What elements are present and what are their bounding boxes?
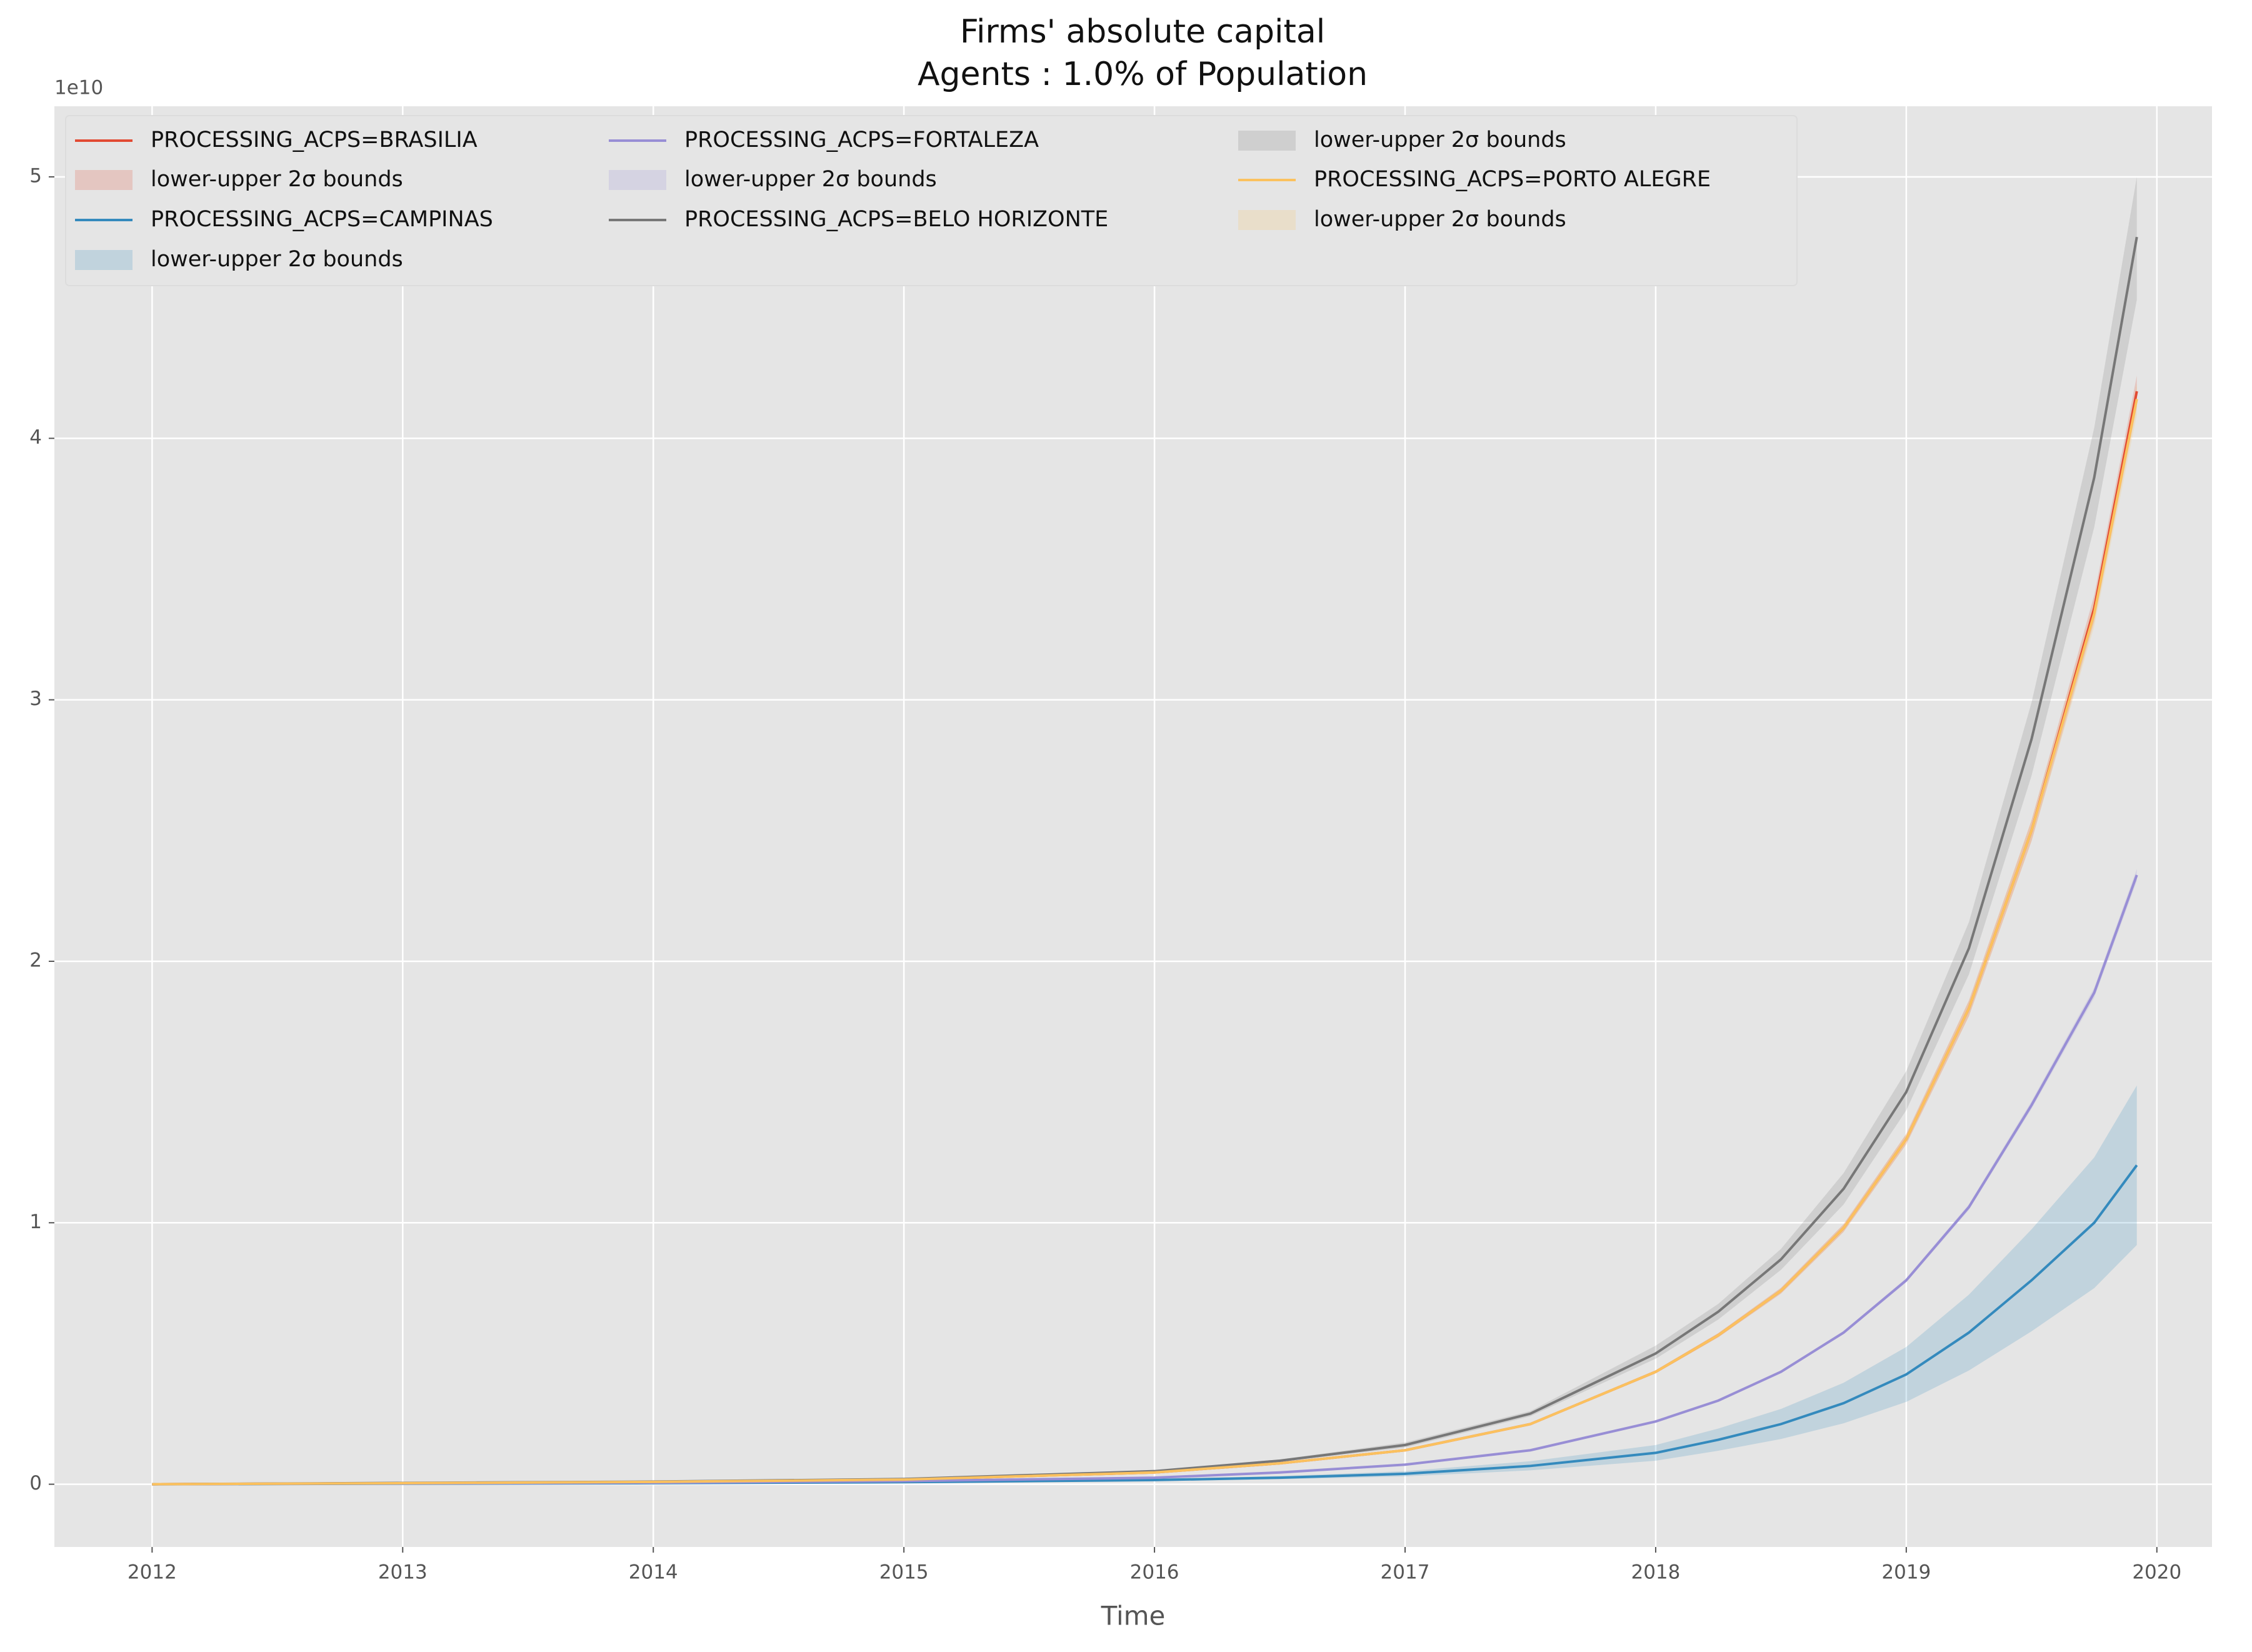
legend-swatch — [1238, 131, 1296, 151]
grid — [54, 106, 2212, 1547]
legend-label: PROCESSING_ACPS=PORTO ALEGRE — [1314, 167, 1711, 192]
legend-label: PROCESSING_ACPS=FORTALEZA — [684, 128, 1039, 153]
series-line — [152, 874, 2138, 1486]
legend: PROCESSING_ACPS=BRASILIA lower-upper 2σ b… — [65, 115, 1798, 286]
y-tick-label: 5 — [29, 164, 42, 187]
x-tick-label: 2020 — [2132, 1561, 2181, 1584]
legend-swatch — [75, 170, 133, 190]
legend-box — [65, 115, 1798, 286]
y-tick-label: 4 — [29, 426, 42, 449]
legend-swatch — [1238, 210, 1296, 230]
legend-label: lower-upper 2σ bounds — [151, 247, 403, 272]
y-tick-label: 1 — [29, 1211, 42, 1233]
x-tick-label: 2018 — [1631, 1561, 1680, 1584]
x-tick-label: 2012 — [128, 1561, 177, 1584]
legend-swatch — [75, 250, 133, 270]
legend-label: PROCESSING_ACPS=CAMPINAS — [151, 207, 493, 232]
x-tick-label: 2019 — [1881, 1561, 1931, 1584]
x-axis-label: Time — [1101, 1601, 1166, 1631]
y-tick-label: 2 — [29, 949, 42, 971]
x-tick-label: 2014 — [629, 1561, 678, 1584]
chart-subtitle: Agents : 1.0% of Population — [918, 56, 1368, 93]
lines — [152, 236, 2138, 1486]
x-tick-label: 2016 — [1130, 1561, 1179, 1584]
y-offset-label: 1e10 — [54, 77, 103, 99]
legend-label: lower-upper 2σ bounds — [1314, 207, 1566, 232]
x-tick-label: 2015 — [879, 1561, 929, 1584]
legend-label: PROCESSING_ACPS=BELO HORIZONTE — [684, 207, 1108, 232]
x-tick-label: 2017 — [1381, 1561, 1430, 1584]
legend-label: lower-upper 2σ bounds — [151, 167, 403, 192]
series-line — [152, 399, 2138, 1486]
axes: 2012 2013 2014 2015 2016 2017 2018 2019 2020 0 1 2 3… — [29, 164, 2181, 1583]
legend-swatch — [609, 170, 666, 190]
y-tick-label: 0 — [29, 1472, 42, 1494]
x-tick-label: 2013 — [378, 1561, 428, 1584]
chart-title: Firms' absolute capital — [960, 13, 1325, 51]
legend-label: lower-upper 2σ bounds — [684, 167, 937, 192]
plot-area — [54, 106, 2212, 1547]
y-tick-label: 3 — [29, 688, 42, 710]
legend-label: PROCESSING_ACPS=BRASILIA — [151, 128, 478, 153]
legend-label: lower-upper 2σ bounds — [1314, 128, 1566, 153]
